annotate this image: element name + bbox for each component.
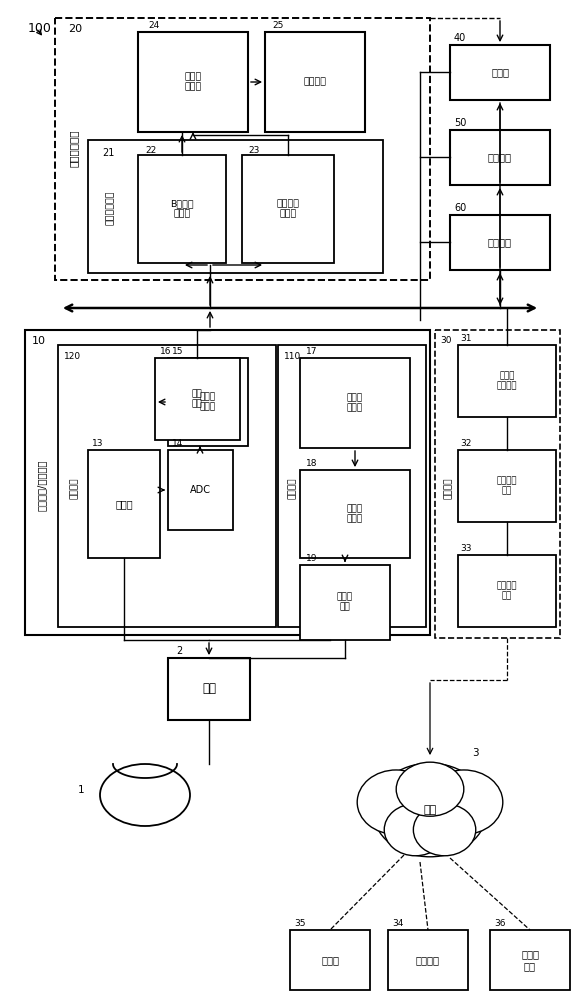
Bar <box>138 155 226 263</box>
Text: 近距离
通信模块: 近距离 通信模块 <box>496 371 517 391</box>
Text: 发送延
返单元: 发送延 返单元 <box>347 504 363 524</box>
Bar <box>278 345 426 627</box>
Bar <box>138 32 248 132</box>
Text: 13: 13 <box>92 439 104 448</box>
Text: 31: 31 <box>460 334 471 343</box>
Text: 2: 2 <box>176 646 182 656</box>
Bar <box>300 470 410 558</box>
Text: 控制单元: 控制单元 <box>488 237 512 247</box>
Text: 超声发送/接收单元: 超声发送/接收单元 <box>37 459 47 511</box>
Text: 便携式
终端: 便携式 终端 <box>521 949 539 971</box>
Bar <box>490 930 570 990</box>
Text: 36: 36 <box>494 919 506 928</box>
Ellipse shape <box>414 804 476 856</box>
Text: 20: 20 <box>68 24 82 34</box>
Text: 医疗设备: 医疗设备 <box>416 955 440 965</box>
Text: 21: 21 <box>102 148 114 158</box>
Text: 23: 23 <box>248 146 259 155</box>
Text: 存储器: 存储器 <box>491 67 509 77</box>
Text: 14: 14 <box>172 439 184 448</box>
Text: 35: 35 <box>294 919 305 928</box>
Bar <box>458 345 556 417</box>
Text: 120: 120 <box>64 352 81 361</box>
Bar <box>265 32 365 132</box>
Text: 24: 24 <box>148 21 159 30</box>
Bar <box>300 565 390 640</box>
Text: 110: 110 <box>284 352 301 361</box>
Text: 16: 16 <box>160 347 172 356</box>
Text: 10: 10 <box>32 336 46 346</box>
Ellipse shape <box>384 804 447 856</box>
Bar <box>290 930 370 990</box>
Text: 40: 40 <box>454 33 466 43</box>
Text: 移动通信
模块: 移动通信 模块 <box>496 581 517 601</box>
Text: 25: 25 <box>272 21 283 30</box>
Text: 图像产
生单元: 图像产 生单元 <box>184 72 201 92</box>
Bar <box>450 215 550 270</box>
Text: 32: 32 <box>460 439 471 448</box>
Text: 探头: 探头 <box>202 682 216 696</box>
Bar <box>435 330 560 638</box>
Bar <box>168 658 250 720</box>
Text: 多普勒处
理单元: 多普勒处 理单元 <box>276 199 300 219</box>
Text: 34: 34 <box>392 919 403 928</box>
Ellipse shape <box>396 762 464 816</box>
Ellipse shape <box>100 764 190 826</box>
Text: 22: 22 <box>145 146 156 155</box>
Text: B模式处
理单元: B模式处 理单元 <box>170 199 194 219</box>
Bar <box>242 155 334 263</box>
Text: 60: 60 <box>454 203 466 213</box>
Bar <box>25 330 430 635</box>
Text: 发送单元: 发送单元 <box>288 477 296 499</box>
Text: 图像处理单元: 图像处理单元 <box>69 129 79 167</box>
Text: 输入装置: 输入装置 <box>488 152 512 162</box>
Bar <box>450 130 550 185</box>
Ellipse shape <box>373 763 487 857</box>
Text: 有线通信
模块: 有线通信 模块 <box>496 476 517 496</box>
Text: 33: 33 <box>460 544 471 553</box>
Text: 100: 100 <box>28 22 52 35</box>
Text: 30: 30 <box>440 336 451 345</box>
Text: 15: 15 <box>172 347 184 356</box>
Text: 17: 17 <box>306 347 317 356</box>
Text: 显示单元: 显示单元 <box>304 78 327 87</box>
Ellipse shape <box>357 770 435 834</box>
Bar <box>58 345 276 627</box>
Bar <box>88 450 160 558</box>
Text: 通信单元: 通信单元 <box>443 477 452 499</box>
Text: 脉冲产
生单元: 脉冲产 生单元 <box>347 393 363 413</box>
Bar <box>168 358 248 446</box>
Text: 服务器: 服务器 <box>321 955 339 965</box>
Bar <box>55 18 430 280</box>
Bar <box>458 555 556 627</box>
Ellipse shape <box>425 770 503 834</box>
Text: 网络: 网络 <box>423 805 436 815</box>
Text: 接收单元: 接收单元 <box>70 477 78 499</box>
Bar <box>458 450 556 522</box>
Bar <box>168 450 233 530</box>
Text: 放大器: 放大器 <box>115 499 133 509</box>
Bar <box>388 930 468 990</box>
Bar <box>155 358 240 440</box>
Text: 50: 50 <box>454 118 466 128</box>
Text: 1: 1 <box>78 785 85 795</box>
Text: 求和
单元: 求和 单元 <box>192 389 202 409</box>
Text: 19: 19 <box>306 554 317 563</box>
Text: 脉冲发
生器: 脉冲发 生器 <box>337 592 353 612</box>
Text: 3: 3 <box>472 748 479 758</box>
Bar <box>300 358 410 448</box>
Text: ADC: ADC <box>189 485 210 495</box>
Text: 接收延
迟单元: 接收延 迟单元 <box>200 392 216 412</box>
Bar <box>88 140 383 273</box>
Bar <box>450 45 550 100</box>
Text: 数据处理单元: 数据处理单元 <box>105 191 114 225</box>
Text: 18: 18 <box>306 459 317 468</box>
